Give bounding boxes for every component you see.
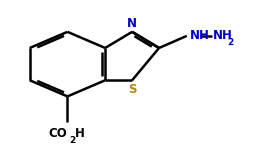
- Text: 2: 2: [227, 38, 233, 47]
- Text: 2: 2: [69, 135, 75, 144]
- Text: NH: NH: [190, 29, 210, 42]
- Text: N: N: [127, 17, 137, 30]
- Text: CO: CO: [49, 127, 67, 140]
- Text: NH: NH: [213, 29, 233, 42]
- Text: S: S: [128, 83, 136, 96]
- Text: H: H: [75, 127, 85, 140]
